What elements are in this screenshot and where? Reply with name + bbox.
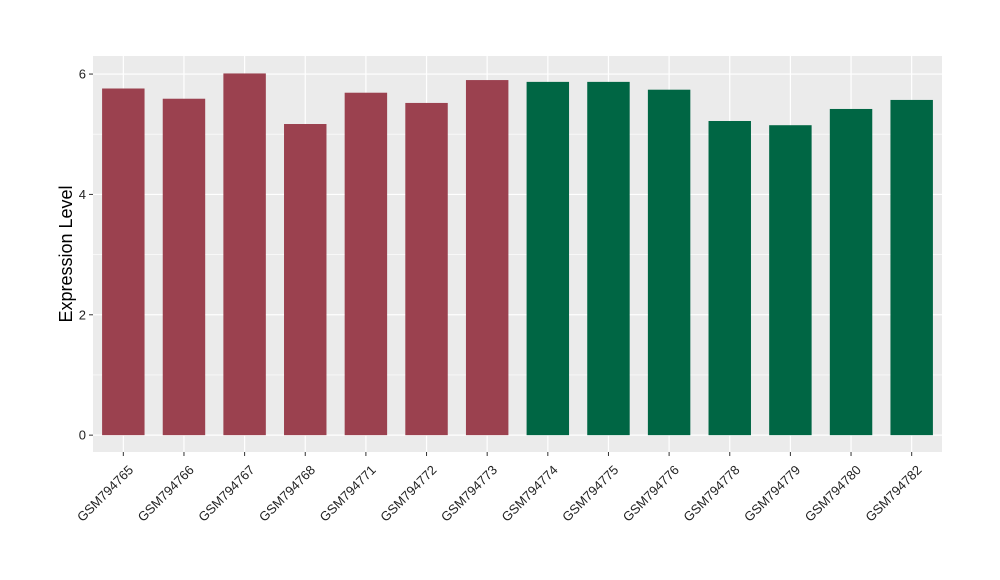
bar-GSM794776 bbox=[647, 89, 691, 436]
bar-GSM794766 bbox=[162, 98, 206, 436]
bar-GSM794775 bbox=[587, 81, 630, 436]
x-tick-label: GSM794765 bbox=[74, 462, 136, 524]
x-tick-label: GSM794776 bbox=[620, 462, 682, 524]
x-tick-label: GSM794780 bbox=[802, 462, 864, 524]
bar-GSM794771 bbox=[344, 92, 388, 436]
bar-GSM794773 bbox=[465, 80, 509, 436]
x-tick-label: GSM794766 bbox=[135, 462, 197, 524]
x-tick-label: GSM794774 bbox=[499, 462, 561, 524]
y-tick-label: 2 bbox=[79, 307, 86, 322]
y-tick-label: 4 bbox=[79, 187, 86, 202]
x-tick-label: GSM794779 bbox=[741, 462, 803, 524]
x-axis: GSM794765GSM794766GSM794767GSM794768GSM7… bbox=[74, 452, 925, 525]
x-tick-label: GSM794775 bbox=[559, 462, 621, 524]
bar-GSM794782 bbox=[890, 99, 933, 436]
y-tick-label: 0 bbox=[79, 428, 86, 443]
x-tick-label: GSM794767 bbox=[195, 462, 257, 524]
y-tick-label: 6 bbox=[79, 67, 86, 82]
y-axis: 0 2 4 6 bbox=[79, 67, 93, 443]
bar-GSM794765 bbox=[102, 88, 145, 436]
y-axis-title: Expression Level bbox=[56, 185, 76, 322]
bar-GSM794768 bbox=[284, 124, 327, 436]
x-tick-label: GSM794768 bbox=[256, 462, 318, 524]
x-tick-label: GSM794773 bbox=[438, 462, 500, 524]
x-tick-label: GSM794782 bbox=[862, 462, 924, 524]
bar-GSM794772 bbox=[405, 102, 448, 436]
bar-GSM794778 bbox=[708, 120, 751, 436]
x-tick-label: GSM794772 bbox=[377, 462, 439, 524]
x-tick-label: GSM794778 bbox=[680, 462, 742, 524]
plot-panel bbox=[93, 56, 942, 452]
bars bbox=[102, 73, 933, 436]
bar-GSM794774 bbox=[526, 81, 570, 436]
x-tick-label: GSM794771 bbox=[317, 462, 379, 524]
bar-GSM794780 bbox=[829, 108, 873, 436]
bar-GSM794767 bbox=[223, 73, 266, 436]
bar-GSM794779 bbox=[769, 125, 812, 436]
